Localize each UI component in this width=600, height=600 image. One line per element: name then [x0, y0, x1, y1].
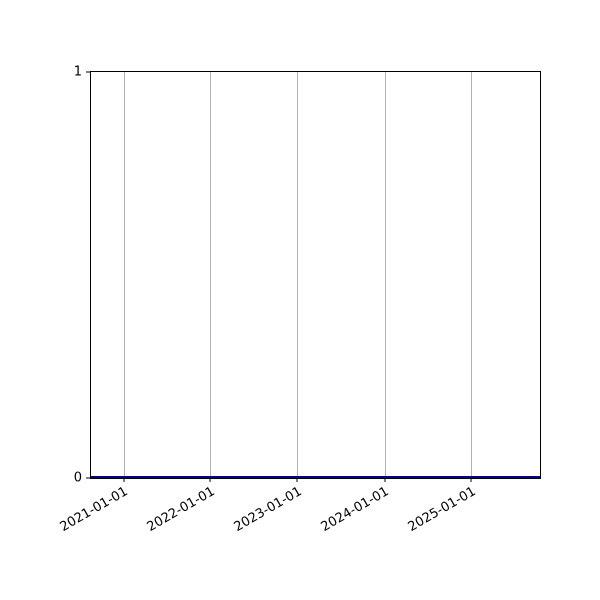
gridline — [297, 72, 299, 478]
y-tick-label: 0 — [73, 470, 82, 486]
x-tick-label: 2025-01-01 — [405, 484, 479, 535]
x-tick-label: 2024-01-01 — [318, 484, 392, 535]
x-tick-mark — [384, 478, 385, 482]
gridline — [384, 72, 386, 478]
y-tick-mark — [86, 71, 90, 73]
gridline — [123, 72, 125, 478]
x-tick-label: 2022-01-01 — [144, 484, 218, 535]
gridline — [210, 72, 212, 478]
y-tick-label: 1 — [73, 64, 82, 80]
x-tick-mark — [296, 478, 298, 482]
x-tick-mark — [123, 478, 124, 482]
y-tick-mark — [86, 477, 90, 479]
x-tick-label: 2023-01-01 — [231, 484, 305, 535]
series-line-flat-zero-series — [91, 476, 540, 478]
x-tick-mark — [209, 478, 211, 482]
gridline — [471, 72, 473, 478]
x-tick-mark — [470, 478, 472, 482]
plot-area: 2021-01-01 2022-01-01 2023-01-01 2024-01-01… — [58, 66, 541, 535]
x-tick-label: 2021-01-01 — [57, 484, 131, 535]
